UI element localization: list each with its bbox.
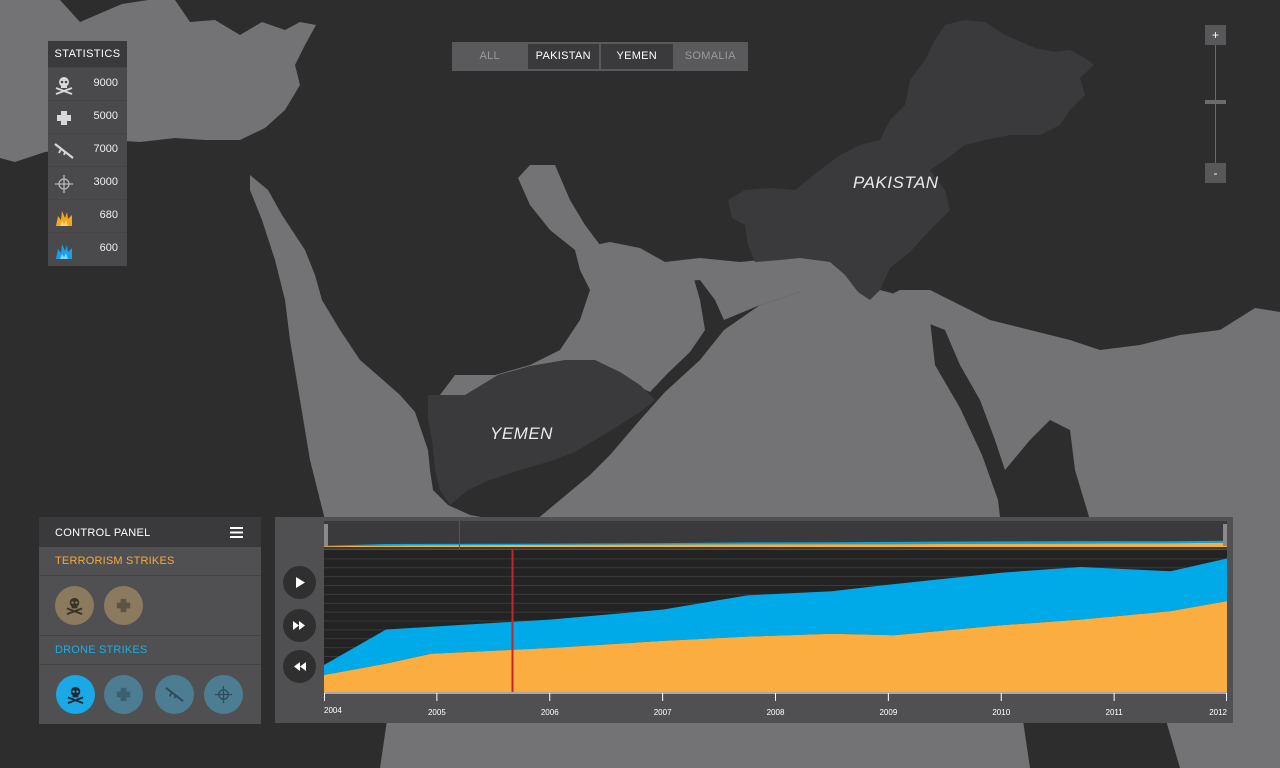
zoom-control: + - bbox=[1205, 25, 1226, 183]
play-button[interactable] bbox=[283, 566, 316, 599]
map-land-arabia bbox=[440, 165, 705, 420]
cross-icon bbox=[116, 687, 131, 702]
terrorism-filter-row bbox=[39, 576, 261, 635]
rifle-icon bbox=[54, 143, 74, 159]
x-tick-label: 2005 bbox=[427, 708, 446, 717]
map-land-iran bbox=[578, 242, 880, 320]
timeline-overview[interactable] bbox=[324, 521, 1227, 549]
map-country-pakistan bbox=[728, 20, 1094, 300]
overview-area-drone bbox=[324, 540, 1227, 547]
fast-forward-button[interactable] bbox=[283, 609, 316, 642]
statistics-title: STATISTICS bbox=[48, 41, 127, 67]
stat-row: 600 bbox=[48, 232, 127, 265]
x-tick-label: 2011 bbox=[1105, 708, 1123, 717]
tab-all[interactable]: ALL bbox=[479, 50, 500, 62]
stat-row: 680 bbox=[48, 199, 127, 232]
orange-explosion-icon bbox=[56, 211, 72, 226]
rifle-icon bbox=[165, 686, 184, 703]
stat-value: 9000 bbox=[93, 77, 118, 89]
overview-handle-left[interactable] bbox=[324, 524, 328, 546]
zoom-slider-handle[interactable] bbox=[1205, 100, 1226, 104]
country-tabs: ALL PAKISTAN YEMEN SOMALIA bbox=[452, 42, 748, 71]
control-panel-title: CONTROL PANEL bbox=[55, 527, 151, 539]
overview-handle-right[interactable] bbox=[1223, 524, 1227, 546]
drone-targets-toggle[interactable] bbox=[204, 675, 243, 714]
blue-explosion-icon bbox=[56, 244, 72, 259]
stat-value: 7000 bbox=[93, 143, 118, 155]
stat-value: 600 bbox=[99, 242, 118, 254]
x-tick-label: 2006 bbox=[540, 708, 559, 717]
drone-strikes-title: DRONE STRIKES bbox=[39, 635, 261, 665]
skull-icon bbox=[55, 77, 73, 95]
tab-pakistan[interactable]: PAKISTAN bbox=[527, 44, 599, 69]
drone-injuries-toggle[interactable] bbox=[104, 675, 143, 714]
terror-injuries-toggle[interactable] bbox=[104, 586, 143, 625]
stat-row: 7000 bbox=[48, 133, 127, 166]
drone-weapons-toggle[interactable] bbox=[155, 675, 194, 714]
cross-icon bbox=[116, 598, 131, 613]
timeline-panel: 2004 2005 2006 2007 2008 2009 2010 2011 2012 bbox=[275, 517, 1233, 723]
x-tick-label: 2009 bbox=[879, 708, 898, 717]
stat-value: 3000 bbox=[93, 176, 118, 188]
area-series-terror bbox=[324, 601, 1227, 692]
statistics-panel: STATISTICS 9000 5000 7000 3000 68 bbox=[48, 41, 127, 266]
crosshair-icon bbox=[214, 685, 233, 704]
zoom-out-button[interactable]: - bbox=[1205, 163, 1226, 183]
area-series-drone bbox=[324, 558, 1227, 675]
drone-fatalities-toggle[interactable] bbox=[56, 675, 95, 714]
terrorism-strikes-title: TERRORISM STRIKES bbox=[39, 547, 261, 576]
skull-icon bbox=[67, 686, 84, 704]
zoom-in-button[interactable]: + bbox=[1205, 25, 1226, 45]
stat-row: 3000 bbox=[48, 166, 127, 199]
strikes-area-chart[interactable] bbox=[324, 550, 1227, 692]
control-panel: CONTROL PANEL TERRORISM STRIKES DRONE ST… bbox=[39, 517, 261, 724]
x-axis-line bbox=[324, 692, 1227, 701]
stat-row: 9000 bbox=[48, 67, 127, 100]
tab-yemen[interactable]: YEMEN bbox=[601, 44, 673, 69]
fast-forward-icon bbox=[293, 621, 305, 630]
timeline-x-axis: 2004 2005 2006 2007 2008 2009 2010 2011 2012 bbox=[324, 692, 1227, 723]
cross-icon bbox=[57, 111, 71, 125]
crosshair-icon bbox=[55, 175, 73, 193]
play-icon bbox=[296, 577, 305, 588]
overview-area-terror bbox=[324, 542, 1227, 547]
zoom-track[interactable] bbox=[1215, 45, 1216, 163]
x-tick-label: 2007 bbox=[653, 708, 672, 717]
hamburger-menu-icon[interactable] bbox=[230, 527, 243, 538]
rewind-button[interactable] bbox=[283, 650, 316, 683]
tab-somalia[interactable]: SOMALIA bbox=[684, 50, 736, 62]
x-tick-label: 2004 bbox=[324, 706, 342, 715]
map-label-yemen: YEMEN bbox=[490, 424, 553, 443]
drone-filter-row bbox=[39, 665, 261, 724]
terror-fatalities-toggle[interactable] bbox=[55, 586, 94, 625]
skull-icon bbox=[66, 597, 83, 615]
map-label-pakistan: PAKISTAN bbox=[853, 173, 939, 192]
x-tick-label: 2010 bbox=[992, 708, 1011, 717]
rewind-icon bbox=[294, 662, 306, 671]
stat-row: 5000 bbox=[48, 100, 127, 133]
control-panel-header: CONTROL PANEL bbox=[39, 517, 261, 547]
stat-value: 680 bbox=[99, 209, 118, 221]
map-country-yemen bbox=[428, 360, 655, 505]
x-tick-label: 2012 bbox=[1209, 708, 1227, 717]
stat-value: 5000 bbox=[93, 110, 118, 122]
x-tick-label: 2008 bbox=[766, 708, 785, 717]
